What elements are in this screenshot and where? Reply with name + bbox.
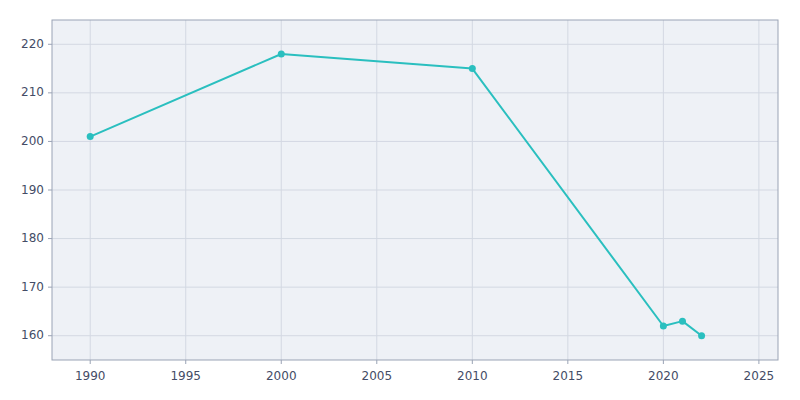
point	[698, 332, 705, 339]
grid-line-y	[52, 92, 778, 93]
y-tick-label: 160	[21, 328, 44, 342]
x-tick	[567, 360, 568, 364]
plot-frame	[52, 20, 778, 360]
grid-line-y	[52, 335, 778, 336]
y-tick-label: 210	[21, 85, 44, 99]
y-tick	[48, 287, 52, 288]
point	[278, 51, 285, 58]
grid-line-y	[52, 238, 778, 239]
x-tick	[281, 360, 282, 364]
y-tick	[48, 44, 52, 45]
point	[469, 65, 476, 72]
chart-container: 1990 1995 2000 2005 2010 2015 2020 2025 160 170 18…	[0, 0, 800, 400]
y-tick-label: 200	[21, 134, 44, 148]
y-tick-label: 190	[21, 183, 44, 197]
y-tick	[48, 190, 52, 191]
x-tick-label: 2010	[457, 369, 488, 383]
y-tick-label: 170	[21, 280, 44, 294]
grid-line-y	[52, 190, 778, 191]
x-tick	[472, 360, 473, 364]
y-tick-label: 220	[21, 37, 44, 51]
y-tick	[48, 141, 52, 142]
x-tick	[758, 360, 759, 364]
grid-line-y	[52, 287, 778, 288]
y-tick-label: 180	[21, 231, 44, 245]
x-tick-label: 2025	[744, 369, 775, 383]
point	[660, 323, 667, 330]
x-tick	[376, 360, 377, 364]
grid-line-y	[52, 141, 778, 142]
x-tick-label: 2020	[648, 369, 679, 383]
x-tick	[90, 360, 91, 364]
x-tick-label: 2005	[362, 369, 393, 383]
line	[90, 54, 701, 336]
x-tick-label: 1995	[170, 369, 201, 383]
x-tick	[185, 360, 186, 364]
point	[87, 133, 94, 140]
y-tick	[48, 238, 52, 239]
x-tick-label: 2000	[266, 369, 297, 383]
chart: 1990 1995 2000 2005 2010 2015 2020 2025 160 170 18…	[0, 0, 800, 400]
x-tick-label: 2015	[553, 369, 584, 383]
point	[679, 318, 686, 325]
ticks: 1990 1995 2000 2005 2010 2015 2020 2025 160 170 18…	[21, 37, 774, 383]
plot-area	[52, 20, 778, 360]
y-tick	[48, 335, 52, 336]
grid-line-y	[52, 44, 778, 45]
grid	[52, 20, 778, 360]
x-tick	[663, 360, 664, 364]
x-tick-label: 1990	[75, 369, 106, 383]
y-tick	[48, 92, 52, 93]
series	[87, 51, 705, 340]
